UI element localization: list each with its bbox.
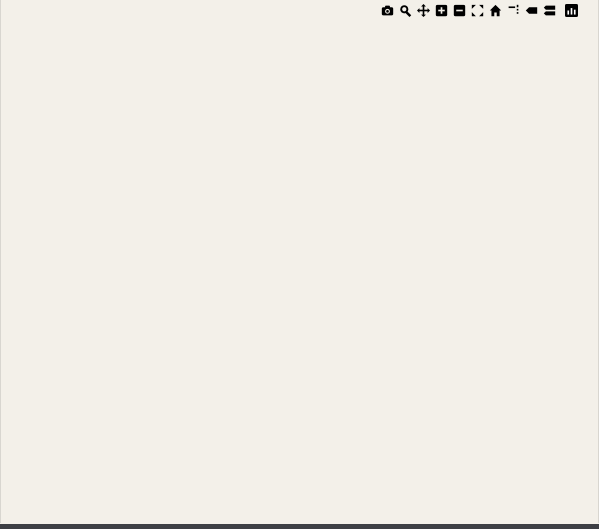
- zoom-in-button[interactable]: [432, 2, 450, 18]
- plotly-logo-button[interactable]: [562, 2, 580, 18]
- window-bottom-bar: [0, 524, 599, 529]
- autoscale-icon: [471, 4, 483, 16]
- zoom-button[interactable]: [396, 2, 414, 18]
- autoscale-button[interactable]: [468, 2, 486, 18]
- plotly-logo-icon: [564, 3, 578, 17]
- download-plot-button[interactable]: [378, 2, 396, 18]
- download-plot-icon: [381, 5, 393, 15]
- hover-closest-button[interactable]: [522, 2, 540, 18]
- hover-compare-button[interactable]: [540, 2, 558, 18]
- zoom-out-icon: [453, 4, 465, 16]
- reset-axes-icon: [489, 4, 501, 16]
- spike-lines-icon: [508, 4, 518, 14]
- pan-icon: [416, 3, 430, 17]
- reset-axes-button[interactable]: [486, 2, 504, 18]
- hover-compare-icon: [543, 5, 555, 15]
- hover-closest-icon: [525, 6, 537, 14]
- spike-lines-button[interactable]: [504, 2, 522, 18]
- plot-modebar: [378, 2, 580, 18]
- zoom-in-icon: [435, 4, 447, 16]
- pan-button[interactable]: [414, 2, 432, 18]
- zoom-icon: [399, 4, 411, 17]
- zoom-out-button[interactable]: [450, 2, 468, 18]
